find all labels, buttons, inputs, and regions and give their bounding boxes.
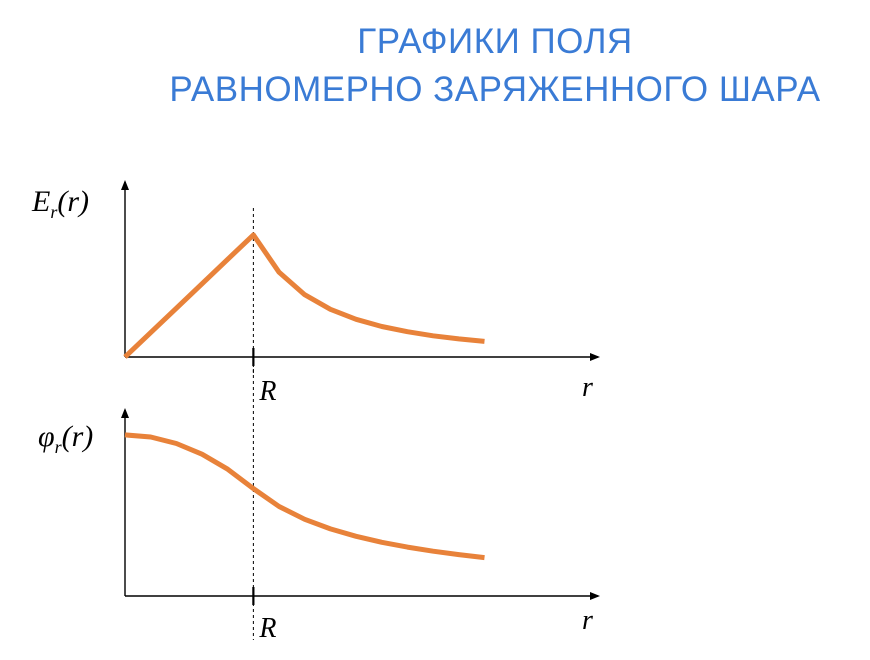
x-axis-arrow-1 [590, 353, 600, 361]
x-axis-arrow-2 [590, 592, 600, 600]
series-line-2 [124, 432, 485, 561]
title-line-1: ГРАФИКИ ПОЛЯ [357, 22, 633, 61]
r-marker-label-2: R [258, 613, 276, 644]
y-axis-arrow-1 [121, 180, 129, 190]
y-label-symbol: E [31, 185, 50, 218]
title-line-2: РАВНОМЕРНО ЗАРЯЖЕННОГО ШАРА [169, 70, 821, 109]
slide-title: ГРАФИКИ ПОЛЯ РАВНОМЕРНО ЗАРЯЖЕННОГО ШАРА [0, 18, 870, 114]
series-line-1 [123, 232, 485, 359]
y-axis-label-2: φr(r) [38, 420, 93, 457]
r-marker-label-1: R [258, 376, 276, 407]
y-axis-arrow-2 [121, 408, 129, 418]
y-label-subscript: r [55, 437, 63, 457]
y-label-subscript: r [50, 202, 58, 222]
x-axis-label-2: r [582, 605, 593, 636]
y-label-symbol: φ [38, 420, 55, 453]
y-label-argument: (r) [62, 420, 94, 453]
y-axis-label-1: Er(r) [31, 185, 89, 222]
y-label-argument: (r) [57, 185, 89, 218]
x-axis-label-1: r [582, 372, 593, 403]
